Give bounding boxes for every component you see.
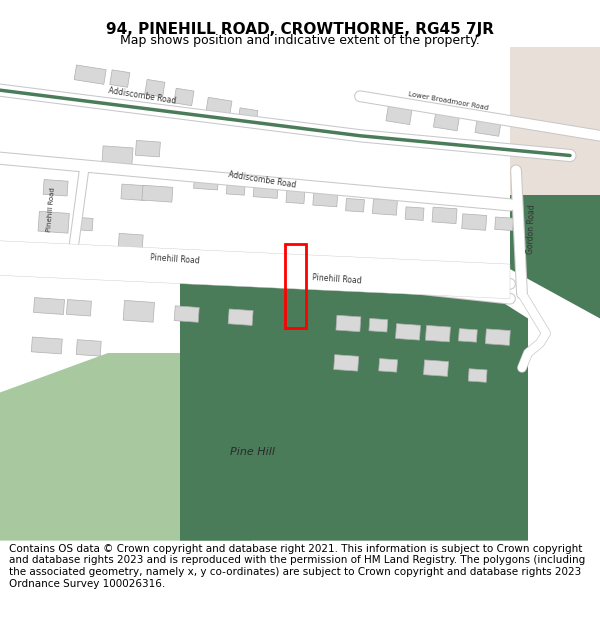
Bar <box>346 198 364 212</box>
Bar <box>174 306 199 322</box>
Bar <box>38 211 70 233</box>
Bar <box>313 190 338 207</box>
Bar <box>373 199 397 215</box>
Text: Contains OS data © Crown copyright and database right 2021. This information is : Contains OS data © Crown copyright and d… <box>9 544 585 589</box>
Text: Pinehill Road: Pinehill Road <box>312 272 362 285</box>
Polygon shape <box>0 239 510 299</box>
Bar <box>123 301 154 322</box>
Bar <box>226 182 245 195</box>
Bar <box>468 369 487 382</box>
Bar <box>67 299 91 316</box>
Bar <box>425 326 451 342</box>
Bar <box>174 88 194 106</box>
Bar <box>386 106 412 124</box>
Bar <box>194 174 218 190</box>
Bar <box>424 360 449 376</box>
Bar <box>31 337 62 354</box>
Bar <box>405 207 424 221</box>
Bar <box>121 184 146 201</box>
Text: Pinehill Road: Pinehill Road <box>46 188 56 232</box>
Bar <box>379 359 398 372</box>
Polygon shape <box>0 353 252 541</box>
Bar <box>433 112 460 131</box>
Bar <box>136 141 160 157</box>
Bar <box>369 318 388 332</box>
Text: Lower Broadmoor Road: Lower Broadmoor Road <box>408 91 489 111</box>
Text: Pinehill Road: Pinehill Road <box>150 253 200 266</box>
Bar <box>110 70 130 88</box>
Polygon shape <box>180 269 528 541</box>
Text: 94, PINEHILL ROAD, CROWTHORNE, RG45 7JR: 94, PINEHILL ROAD, CROWTHORNE, RG45 7JR <box>106 22 494 37</box>
Bar <box>206 98 232 116</box>
Bar <box>145 79 165 97</box>
Bar <box>475 118 501 136</box>
Bar <box>334 354 359 371</box>
Bar <box>253 182 278 198</box>
Bar <box>43 179 68 196</box>
Text: Addiscombe Road: Addiscombe Road <box>228 171 297 190</box>
Bar <box>576 131 600 149</box>
Bar <box>118 233 143 250</box>
Bar <box>523 124 548 142</box>
Bar <box>495 217 514 231</box>
Bar <box>395 324 421 340</box>
Bar <box>336 315 361 332</box>
Bar <box>286 190 305 204</box>
Bar <box>485 329 511 346</box>
Text: Gordon Road: Gordon Road <box>526 204 536 254</box>
Bar <box>74 217 93 231</box>
Bar <box>432 207 457 224</box>
Bar <box>102 146 133 168</box>
Polygon shape <box>510 47 600 318</box>
Bar <box>76 339 101 356</box>
Bar <box>458 329 477 342</box>
Bar <box>462 214 487 230</box>
Bar <box>74 65 106 84</box>
Text: Addiscombe Road: Addiscombe Road <box>108 86 177 106</box>
Bar <box>34 298 64 314</box>
Polygon shape <box>510 47 600 195</box>
Bar <box>238 108 258 123</box>
Bar <box>142 185 173 202</box>
Bar <box>228 309 253 326</box>
Text: Pine Hill: Pine Hill <box>229 447 275 457</box>
Text: Map shows position and indicative extent of the property.: Map shows position and indicative extent… <box>120 34 480 48</box>
